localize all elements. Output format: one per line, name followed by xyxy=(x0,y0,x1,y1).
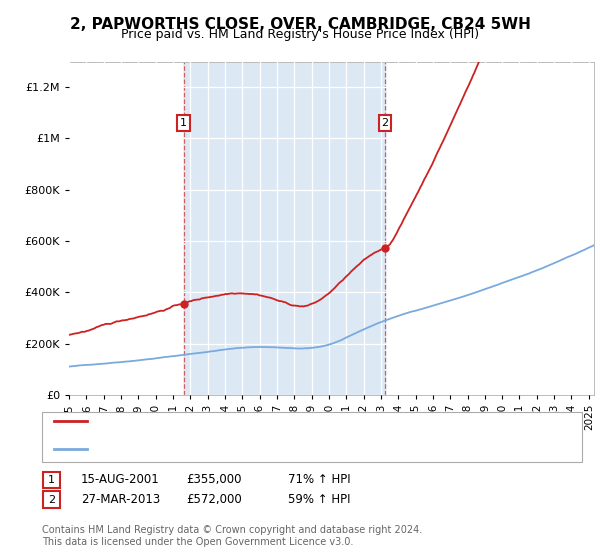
Text: 2: 2 xyxy=(48,494,55,505)
Text: Price paid vs. HM Land Registry's House Price Index (HPI): Price paid vs. HM Land Registry's House … xyxy=(121,28,479,41)
Text: 27-MAR-2013: 27-MAR-2013 xyxy=(81,493,160,506)
Text: 2: 2 xyxy=(382,118,388,128)
Text: HPI: Average price, detached house, South Cambridgeshire: HPI: Average price, detached house, Sout… xyxy=(93,444,424,454)
Text: 1: 1 xyxy=(48,475,55,485)
Bar xyxy=(184,62,385,395)
Text: 1: 1 xyxy=(180,118,187,128)
Text: 15-AUG-2001: 15-AUG-2001 xyxy=(81,473,160,487)
Text: £572,000: £572,000 xyxy=(186,493,242,506)
Text: 59% ↑ HPI: 59% ↑ HPI xyxy=(288,493,350,506)
Text: 2, PAPWORTHS CLOSE, OVER, CAMBRIDGE, CB24 5WH: 2, PAPWORTHS CLOSE, OVER, CAMBRIDGE, CB2… xyxy=(70,17,530,32)
Text: 71% ↑ HPI: 71% ↑ HPI xyxy=(288,473,350,487)
Text: 2, PAPWORTHS CLOSE, OVER, CAMBRIDGE, CB24 5WH (detached house): 2, PAPWORTHS CLOSE, OVER, CAMBRIDGE, CB2… xyxy=(93,416,497,426)
Text: Contains HM Land Registry data © Crown copyright and database right 2024.
This d: Contains HM Land Registry data © Crown c… xyxy=(42,525,422,547)
Bar xyxy=(184,62,385,395)
Text: £355,000: £355,000 xyxy=(186,473,241,487)
